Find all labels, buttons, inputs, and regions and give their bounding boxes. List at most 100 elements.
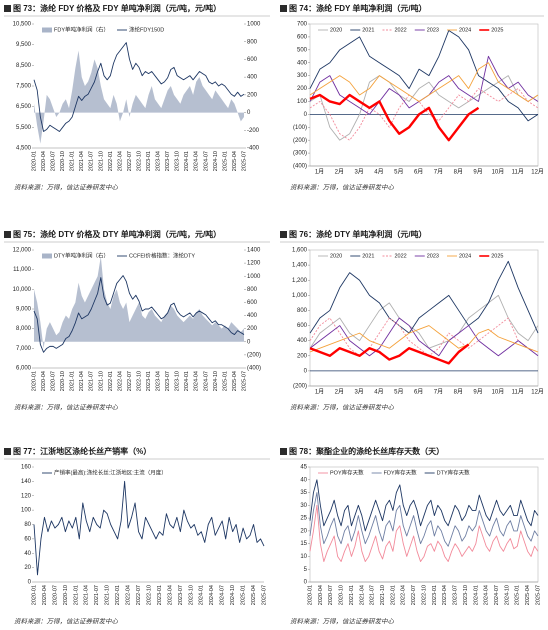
source-note: 资料来源：万得，信达证券研发中心 (290, 184, 395, 192)
y-tick-label: 10 (300, 554, 307, 560)
x-tick-label: 2021-10 (105, 585, 111, 605)
x-tick-label: 2023-07 (178, 585, 184, 605)
x-tick-label: 2024-04 (194, 151, 200, 171)
x-tick-label: 2021-07 (89, 371, 95, 391)
y-tick-label: 20 (24, 565, 31, 571)
x-tick-label: 2021-04 (359, 585, 365, 605)
x-tick-label: 2023-07 (453, 585, 459, 605)
x-tick-label: 2023-10 (188, 585, 194, 605)
x-tick-label: 2024-01 (184, 371, 190, 391)
y2-tick-label: 1200 (247, 261, 261, 267)
y2-tick-label: 200 (247, 92, 258, 98)
x-tick-label: 2023-07 (165, 371, 171, 391)
x-tick-label: 2024-01 (473, 585, 479, 605)
y2-tick-label: 1000 (247, 22, 261, 28)
x-tick-label: 8月 (454, 389, 463, 396)
x-tick-label: 2020-01 (31, 151, 37, 171)
y-tick-label: 0 (304, 368, 308, 374)
y-tick-label: 700 (297, 22, 308, 28)
y-tick-label: 400 (297, 338, 308, 344)
y-tick-label: 60 (24, 536, 31, 542)
title-icon (280, 448, 287, 455)
y-tick-label: 0 (304, 112, 308, 118)
line (309, 30, 539, 122)
legend-label: DTY单吨净利润（右） (54, 251, 109, 259)
y-tick-label: 35 (300, 490, 307, 496)
x-tick-label: 3月 (354, 389, 363, 396)
y2-tick-label: 400 (247, 313, 258, 319)
y-tick-label: 5 (304, 567, 308, 573)
x-tick-label: 2021-01 (70, 371, 76, 391)
y-tick-label: 200 (297, 353, 308, 359)
legend-label: FDY库存天数 (384, 468, 418, 476)
source-note: 资料来源：万得，信达证券研发中心 (14, 184, 119, 192)
y-tick-label: 100 (297, 99, 308, 105)
x-tick-label: 2021-07 (89, 151, 95, 171)
x-tick-label: 2025-04 (232, 371, 238, 391)
y-tick-label: 8,500 (16, 63, 32, 69)
y2-tick-label: 600 (247, 300, 258, 306)
x-tick-label: 12月 (531, 169, 544, 176)
x-tick-label: 2022-10 (421, 585, 427, 605)
x-tick-label: 2021-04 (79, 371, 85, 391)
x-tick-label: 2020-07 (51, 371, 57, 391)
y-tick-label: 7,500 (16, 84, 32, 90)
x-tick-label: 2021-01 (349, 585, 355, 605)
chart-title: 图 76：涤纶 DTY 单吨净利润（元/吨） (289, 229, 427, 239)
x-tick-label: 2021-01 (73, 585, 79, 605)
legend-label: 2025 (491, 253, 503, 259)
y-tick-label: 9,500 (16, 42, 32, 48)
legend-label: 2020 (330, 253, 342, 259)
chart-title: 图 74：涤纶 FDY 单吨净利润（元/吨） (289, 3, 427, 13)
x-tick-label: 6月 (414, 389, 423, 396)
y2-tick-label: 0 (247, 339, 251, 345)
x-tick-label: 2023-01 (146, 151, 152, 171)
chart-title: 图 73：涤纶 FDY 价格及 FDY 单吨净利润（元/吨，元/吨） (13, 3, 221, 13)
y2-tick-label: 200 (247, 326, 258, 332)
x-tick-label: 2025-07 (261, 585, 267, 605)
legend-label: CCFEI价格指数：涤纶DTY (129, 251, 195, 259)
x-tick-label: 2021-07 (94, 585, 100, 605)
y-tick-label: 10,500 (13, 22, 32, 28)
x-tick-label: 2022-01 (115, 585, 121, 605)
x-tick-label: 2025-04 (232, 151, 238, 171)
x-tick-label: 2021-04 (84, 585, 90, 605)
y-tick-label: 6,500 (16, 104, 32, 110)
y-tick-label: (200) (293, 138, 307, 144)
plot-frame (309, 466, 539, 583)
x-tick-label: 2024-10 (213, 151, 219, 171)
y-tick-label: 600 (297, 34, 308, 40)
chart-title: 图 78：聚酯企业的涤纶长丝库存天数（天） (289, 446, 444, 456)
x-tick-label: 11月 (512, 169, 524, 176)
x-tick-label: 2024-07 (203, 151, 209, 171)
x-tick-label: 2022-10 (146, 585, 152, 605)
line (33, 42, 245, 132)
line (309, 260, 539, 334)
x-tick-label: 8月 (454, 169, 463, 176)
title-icon (280, 5, 287, 12)
line (309, 504, 539, 563)
line (309, 492, 539, 547)
x-tick-label: 2023-04 (156, 151, 162, 171)
x-tick-label: 2021-10 (98, 371, 104, 391)
y-tick-label: (100) (293, 125, 307, 131)
x-tick-label: 5月 (394, 169, 403, 176)
y-tick-label: 120 (21, 493, 32, 499)
x-tick-label: 12月 (531, 389, 544, 396)
x-tick-label: 2024-10 (213, 371, 219, 391)
x-tick-label: 2024-10 (504, 585, 510, 605)
x-tick-label: 2024-10 (230, 585, 236, 605)
x-tick-label: 2022-01 (108, 151, 114, 171)
y2-tick-label: 1000 (247, 274, 261, 280)
y2-tick-label: 800 (247, 39, 258, 45)
y-tick-label: 12,000 (13, 248, 32, 254)
x-tick-label: 2023-01 (146, 371, 152, 391)
x-tick-label: 2022-01 (390, 585, 396, 605)
x-tick-label: 2021-10 (380, 585, 386, 605)
source-note: 资料来源：万得，信达证券研发中心 (14, 618, 119, 626)
x-tick-label: 2020-04 (318, 585, 324, 605)
y-tick-label: 80 (24, 522, 31, 528)
x-tick-label: 2022-10 (136, 151, 142, 171)
x-tick-label: 7月 (434, 169, 443, 176)
legend-label: 产销率(最高):涤纶长丝:江浙地区:主流（月度） (54, 468, 167, 476)
